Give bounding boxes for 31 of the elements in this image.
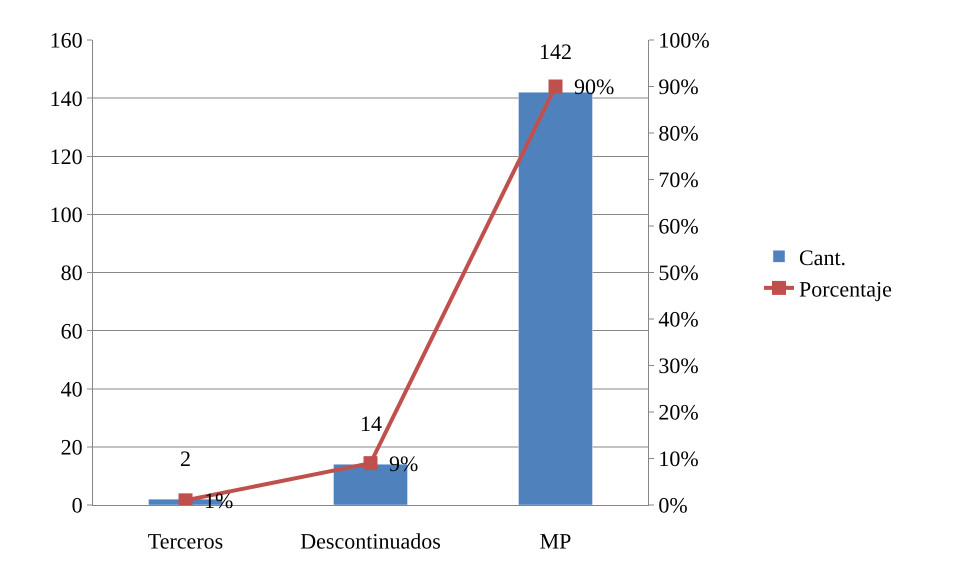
y-tick-label: 160: [50, 28, 83, 53]
y2-tick-label: 20%: [658, 400, 699, 425]
y2-tick-label: 30%: [658, 353, 699, 378]
data-label: 14: [360, 411, 382, 436]
y2-tick-label: 0%: [658, 492, 688, 518]
point: [364, 456, 378, 470]
y-tick-label: 40: [60, 376, 83, 402]
y-tick-label: 140: [50, 86, 83, 111]
legend-label: Porcentaje: [799, 276, 892, 302]
data-label: 142: [539, 39, 572, 64]
y2-tick-label: 90%: [658, 74, 699, 100]
y2-tick-label: 60%: [658, 214, 699, 239]
y2-tick-label: 10%: [658, 446, 699, 472]
data-label: 2: [180, 446, 191, 471]
y2-tick-label: 50%: [658, 260, 699, 286]
y2-tick-label: 80%: [658, 120, 699, 146]
y-tick-label: 0: [72, 492, 83, 518]
y-tick-label: 80: [60, 260, 83, 286]
y-tick-label: 20: [60, 434, 83, 460]
data-label: 90%: [574, 74, 614, 99]
legend-label: Cant.: [799, 244, 846, 270]
y2-tick-label: 100%: [658, 28, 710, 53]
y-tick-label: 100: [50, 202, 83, 228]
x-tick-label: MP: [540, 528, 572, 554]
y2-tick-label: 40%: [658, 306, 699, 332]
y-tick-label: 60: [60, 318, 83, 344]
y2-tick-label: 70%: [658, 167, 699, 192]
x-tick-label: Terceros: [148, 528, 224, 554]
y-tick-label: 120: [50, 144, 83, 169]
point: [548, 80, 562, 94]
x-tick-label: Descontinuados: [300, 528, 441, 554]
